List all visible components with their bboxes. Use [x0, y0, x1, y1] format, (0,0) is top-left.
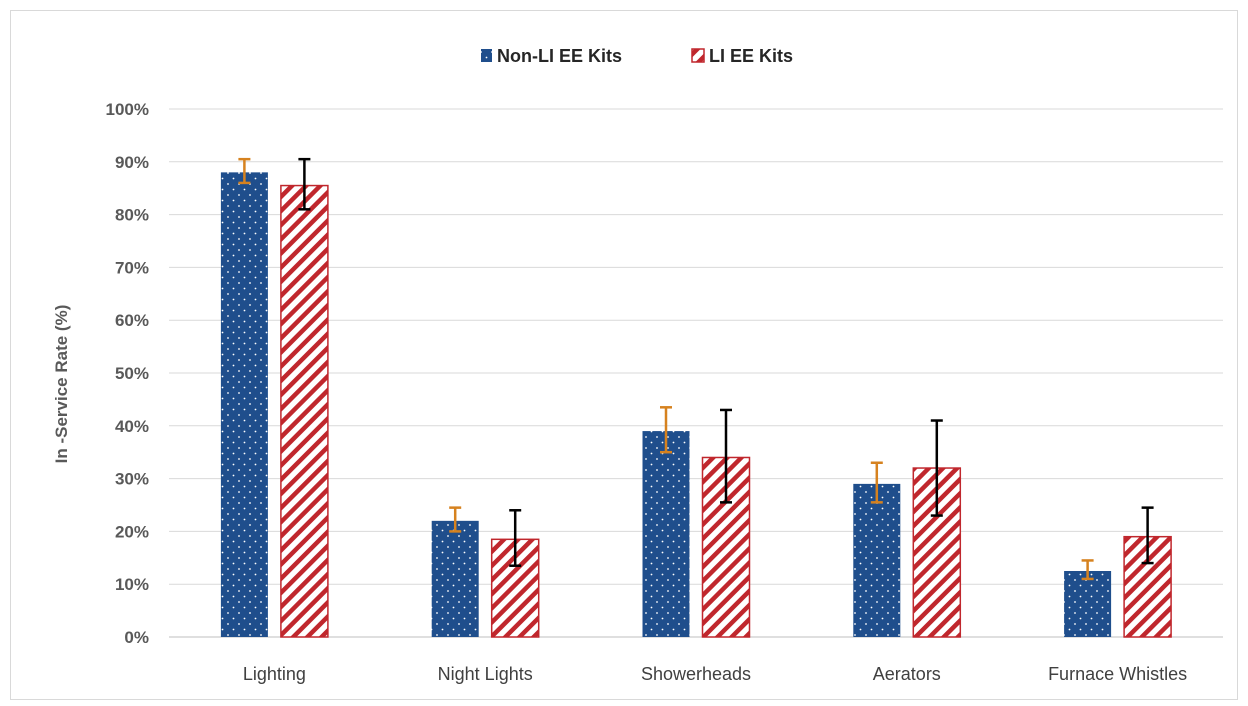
- y-tick-label: 50%: [115, 364, 149, 383]
- y-tick-label: 40%: [115, 417, 149, 436]
- legend-label-li: LI EE Kits: [709, 46, 793, 66]
- error-bars: [238, 157, 1154, 581]
- y-tick-label: 80%: [115, 206, 149, 225]
- bar-1-0: [280, 184, 329, 638]
- x-category-label: Furnace Whistles: [1048, 664, 1187, 684]
- y-tick-label: 90%: [115, 153, 149, 172]
- legend: Non-LI EE Kits LI EE Kits: [481, 46, 793, 66]
- x-category-label: Aerators: [873, 664, 941, 684]
- bar-0-4: [1064, 571, 1112, 637]
- y-axis-ticks: 0% 10% 20% 30% 40% 50% 60% 70% 80% 90% 100%: [106, 100, 149, 647]
- x-axis-labels: Lighting Night Lights Showerheads Aerators F…: [243, 664, 1187, 684]
- x-category-label: Lighting: [243, 664, 306, 684]
- x-category-label: Showerheads: [641, 664, 751, 684]
- y-tick-label: 10%: [115, 575, 149, 594]
- chart-frame: Non-LI EE Kits LI EE Kits In -Service Ra…: [10, 10, 1238, 700]
- legend-swatch-non-li: [481, 49, 492, 62]
- y-tick-label: 60%: [115, 311, 149, 330]
- y-tick-label: 0%: [124, 628, 149, 647]
- bar-0-1: [431, 520, 479, 637]
- bar-0-3: [853, 483, 901, 637]
- y-tick-label: 100%: [106, 100, 149, 119]
- y-axis-title: In -Service Rate (%): [52, 305, 71, 464]
- legend-label-non-li: Non-LI EE Kits: [497, 46, 622, 66]
- x-category-label: Night Lights: [438, 664, 533, 684]
- y-tick-label: 30%: [115, 470, 149, 489]
- y-tick-label: 20%: [115, 522, 149, 541]
- y-tick-label: 70%: [115, 258, 149, 277]
- bar-0-0: [220, 172, 268, 638]
- gridlines: [169, 108, 1223, 638]
- bars: [220, 172, 1172, 638]
- bar-chart: Non-LI EE Kits LI EE Kits In -Service Ra…: [52, 46, 1223, 684]
- bar-0-2: [642, 431, 690, 637]
- legend-swatch-li: [691, 48, 705, 63]
